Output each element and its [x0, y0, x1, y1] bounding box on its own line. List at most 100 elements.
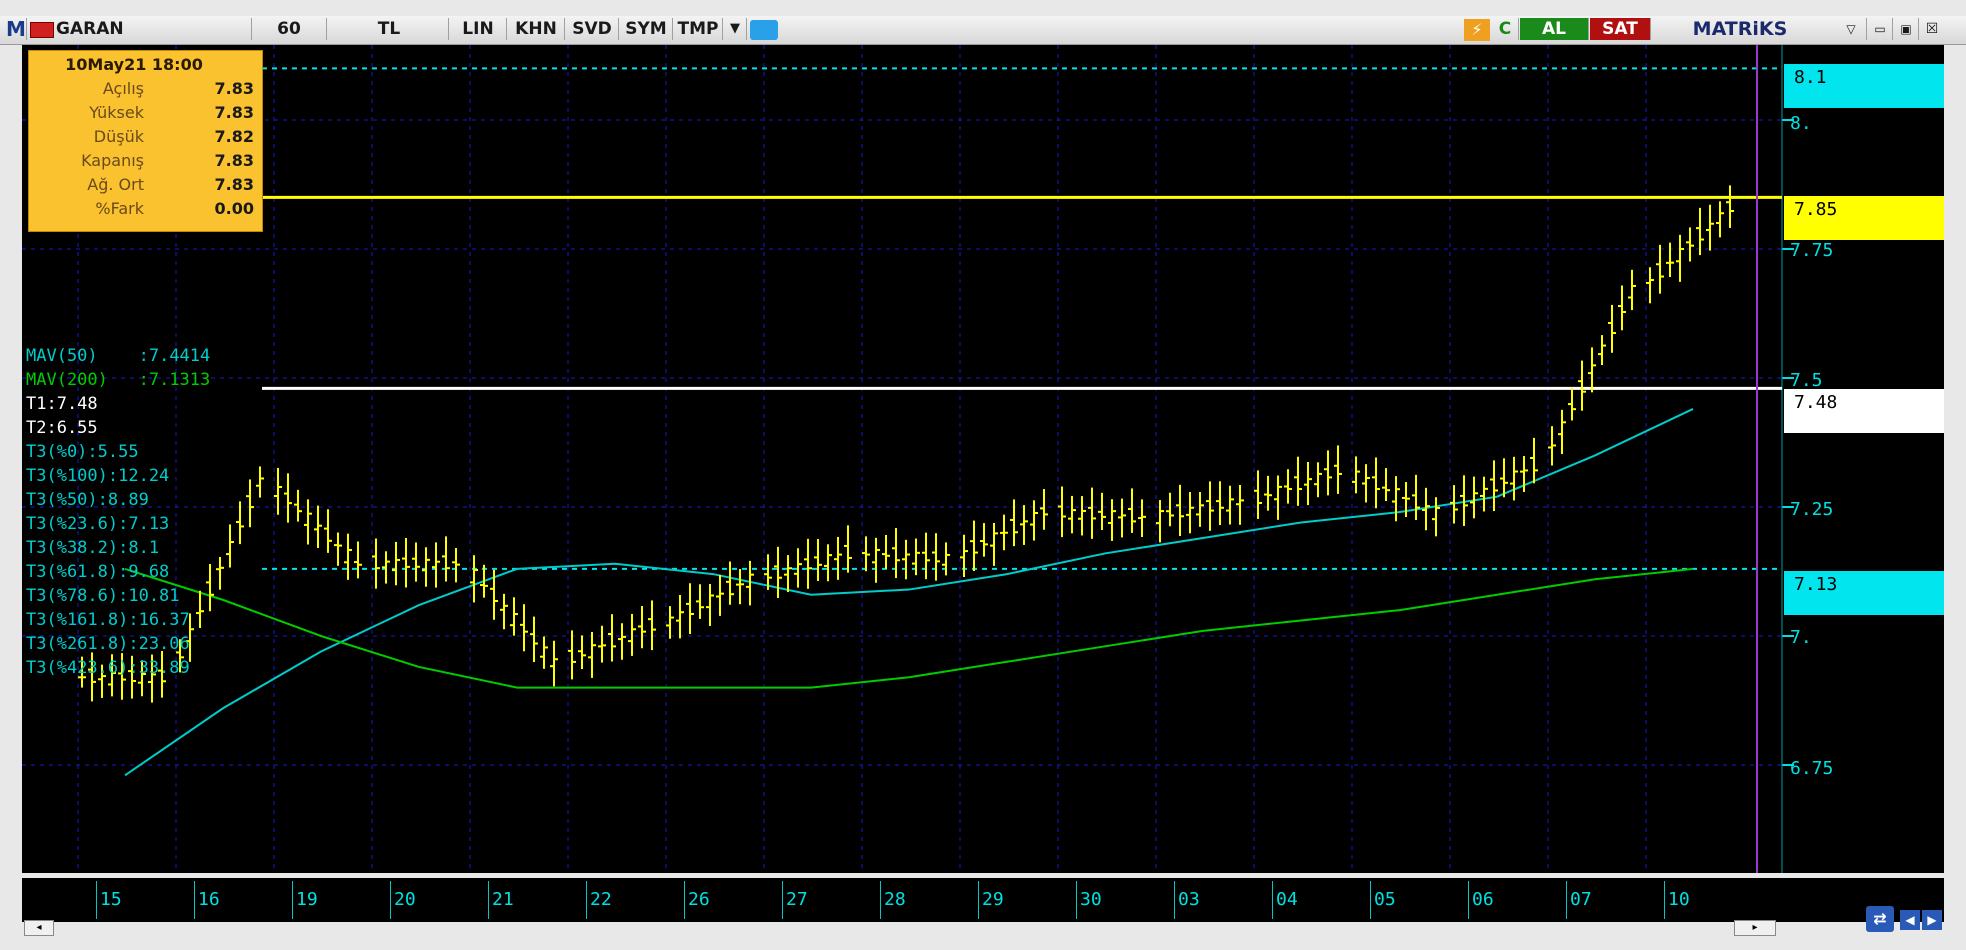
- date-label: 10: [1668, 889, 1690, 910]
- price-axis-label: 7.5: [1790, 370, 1823, 391]
- t3-label: T3(%50):8.89: [26, 490, 149, 510]
- t1-label: T1:7.48: [26, 394, 98, 414]
- date-tick: [1272, 881, 1273, 919]
- khn-button[interactable]: KHN: [508, 18, 565, 40]
- period-field[interactable]: 60: [252, 18, 327, 40]
- info-value: 0.00: [214, 199, 254, 218]
- date-label: 28: [884, 889, 906, 910]
- t3-label: T3(%423.6):33.89: [26, 658, 190, 678]
- info-label: Ağ. Ort: [87, 175, 144, 194]
- info-datetime: 10May21 18:00: [65, 55, 203, 74]
- price-axis-label: 8.: [1790, 113, 1812, 134]
- flash-icon[interactable]: ⚡: [1464, 19, 1490, 41]
- date-label: 03: [1178, 889, 1200, 910]
- mav50-label: MAV(50) :7.4414: [26, 346, 211, 366]
- t3-label: T3(%38.2):8.1: [26, 538, 160, 558]
- t3-label: T3(%0):5.55: [26, 442, 139, 462]
- refresh-c-button[interactable]: C: [1492, 18, 1519, 40]
- date-tick: [880, 881, 881, 919]
- price-chart[interactable]: [22, 45, 1944, 873]
- info-label: Kapanış: [81, 151, 144, 170]
- date-tick: [1566, 881, 1567, 919]
- currency-field[interactable]: TL: [330, 18, 449, 40]
- date-tick: [194, 881, 195, 919]
- info-value: 7.83: [214, 151, 254, 170]
- svd-button[interactable]: SVD: [566, 18, 619, 40]
- t3-label: T3(%261.8):23.06: [26, 634, 190, 654]
- date-tick: [1076, 881, 1077, 919]
- lin-button[interactable]: LIN: [450, 18, 507, 40]
- date-tick: [1664, 881, 1665, 919]
- buy-button[interactable]: AL: [1520, 18, 1589, 40]
- date-label: 16: [198, 889, 220, 910]
- info-value: 7.83: [214, 103, 254, 122]
- series-line-mav200: [124, 567, 1694, 689]
- symbol-field[interactable]: GARAN: [54, 18, 252, 40]
- mav200-label: MAV(200) :7.1313: [26, 370, 211, 390]
- info-label: Yüksek: [89, 103, 144, 122]
- date-label: 26: [688, 889, 710, 910]
- date-tick: [1370, 881, 1371, 919]
- t2-label: T2:6.55: [26, 418, 98, 438]
- price-box-current: 7.85: [1784, 196, 1944, 240]
- t3-label: T3(%100):12.24: [26, 466, 170, 486]
- nav-right-icon[interactable]: ▶: [1922, 910, 1942, 930]
- brand-label: MATRiKS: [1692, 18, 1788, 40]
- scroll-left-button[interactable]: ◂: [24, 920, 54, 936]
- t3-label: T3(%61.8):9.68: [26, 562, 170, 582]
- app-logo[interactable]: M: [6, 17, 27, 41]
- date-label: 20: [394, 889, 416, 910]
- symbol-flag-icon[interactable]: [30, 22, 54, 38]
- price-axis-label: 7.75: [1790, 240, 1834, 261]
- date-tick: [586, 881, 587, 919]
- date-label: 29: [982, 889, 1004, 910]
- info-label: %Fark: [95, 199, 144, 218]
- t3-label: T3(%23.6):7.13: [26, 514, 170, 534]
- date-axis: [22, 878, 1944, 922]
- sync-icon[interactable]: ⇄: [1866, 906, 1894, 932]
- date-tick: [684, 881, 685, 919]
- ohlc-info-box[interactable]: 10May21 18:00 Açılış 7.83 Yüksek 7.83 Düşü…: [28, 50, 263, 232]
- tmp-button[interactable]: TMP: [674, 18, 723, 40]
- close-button[interactable]: ☒: [1925, 21, 1939, 37]
- t3-label: T3(%161.8):16.37: [26, 610, 190, 630]
- date-label: 05: [1374, 889, 1396, 910]
- date-label: 06: [1472, 889, 1494, 910]
- price-axis-label: 6.75: [1790, 758, 1834, 779]
- minimize-button[interactable]: ▭: [1868, 18, 1893, 40]
- price-box-7-13: 7.13: [1784, 571, 1944, 615]
- date-tick: [978, 881, 979, 919]
- sym-button[interactable]: SYM: [620, 18, 673, 40]
- date-tick: [96, 881, 97, 919]
- chart-area[interactable]: [22, 45, 1944, 873]
- date-tick: [390, 881, 391, 919]
- nav-left-icon[interactable]: ◀: [1900, 910, 1920, 930]
- date-label: 15: [100, 889, 122, 910]
- date-label: 22: [590, 889, 612, 910]
- date-label: 21: [492, 889, 514, 910]
- toolbar: M GARAN 60 TL LIN KHN SVD SYM TMP ▼ ⚡ C …: [0, 16, 1966, 45]
- date-tick: [782, 881, 783, 919]
- scroll-right-button[interactable]: ▸: [1734, 920, 1776, 936]
- price-box-t1: 7.48: [1784, 389, 1944, 433]
- restore-button[interactable]: ▣: [1894, 18, 1919, 40]
- price-axis-label: 7.25: [1790, 499, 1834, 520]
- series-line-mav50: [124, 408, 1694, 777]
- date-label: 04: [1276, 889, 1298, 910]
- t3-label: T3(%78.6):10.81: [26, 586, 180, 606]
- date-tick: [488, 881, 489, 919]
- dropdown-arrow-icon[interactable]: ▼: [724, 18, 747, 40]
- dropdown-button[interactable]: ▽: [1836, 18, 1867, 40]
- sell-button[interactable]: SAT: [1590, 18, 1651, 40]
- info-value: 7.82: [214, 127, 254, 146]
- info-value: 7.83: [214, 79, 254, 98]
- info-value: 7.83: [214, 175, 254, 194]
- info-label: Düşük: [93, 127, 144, 146]
- date-label: 30: [1080, 889, 1102, 910]
- date-label: 27: [786, 889, 808, 910]
- date-label: 19: [296, 889, 318, 910]
- info-label: Açılış: [102, 79, 144, 98]
- date-tick: [292, 881, 293, 919]
- price-axis-label: 7.: [1790, 627, 1812, 648]
- twitter-icon[interactable]: [750, 20, 778, 40]
